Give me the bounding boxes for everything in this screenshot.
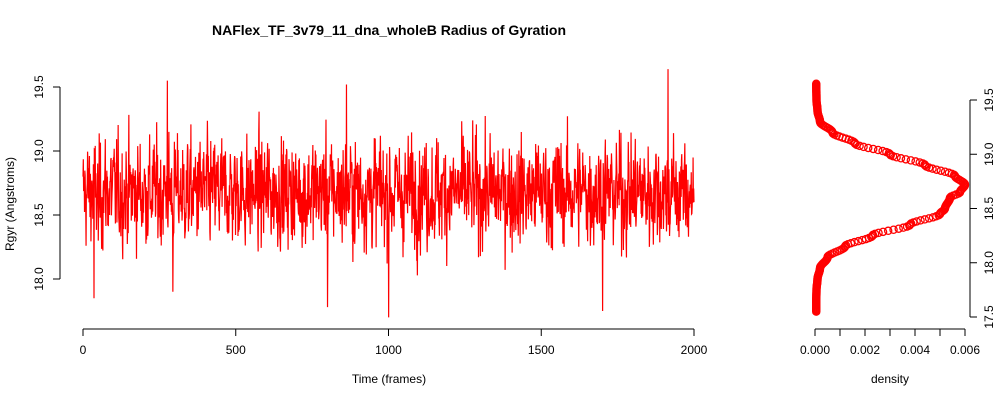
density-point: [906, 156, 916, 165]
density-point: [916, 216, 925, 225]
density-point: [936, 166, 946, 175]
density-y-tick-label: 18.0: [982, 251, 996, 275]
density-x-tick-label: 0.006: [950, 343, 980, 357]
density-y-tick-label: 17.5: [982, 305, 996, 329]
y-tick-label: 19.0: [32, 139, 46, 163]
x-tick-label: 1000: [375, 343, 402, 357]
density-point: [932, 165, 941, 174]
density-y-tick-label: 18.5: [982, 196, 996, 220]
density-point: [878, 227, 888, 237]
density-y-tick-label: 19.5: [982, 88, 996, 112]
x-tick-label: 0: [80, 343, 87, 357]
density-point: [863, 143, 873, 153]
density-point: [901, 155, 911, 164]
chart-title: NAFlex_TF_3v79_11_dna_wholeB Radius of G…: [212, 22, 566, 38]
density-point: [850, 237, 859, 247]
y-tick-label: 19.5: [32, 75, 46, 99]
density-point: [854, 236, 863, 246]
density-x-axis-label: density: [871, 372, 909, 386]
density-x-axis-ticks: 0.000 0.002 0.004 0.006: [800, 329, 980, 357]
density-point: [870, 229, 880, 239]
density-point: [912, 217, 921, 226]
y-axis-label: Rgyr (Angstroms): [3, 157, 17, 251]
density-point: [846, 238, 856, 248]
density-x-tick-label: 0.002: [850, 343, 880, 357]
density-y-tick-label: 19.0: [982, 142, 996, 166]
rgyr-time-plot: 18.0 18.5 19.0 19.5 0 500 1000 1500 2000 Time (…: [3, 69, 708, 386]
density-point: [920, 215, 930, 224]
density-point: [812, 79, 821, 88]
density-point: [944, 168, 954, 178]
density-curve: [812, 79, 970, 316]
x-axis-label: Time (frames): [352, 372, 426, 386]
density-point: [883, 226, 893, 236]
density-point: [896, 154, 906, 163]
x-axis-ticks: 0 500 1000 1500 2000: [80, 329, 708, 357]
density-point: [882, 147, 891, 157]
y-tick-label: 18.0: [32, 267, 46, 291]
rgyr-series-line: [82, 69, 695, 318]
x-tick-label: 2000: [681, 343, 708, 357]
y-axis-ticks: 18.0 18.5 19.0 19.5: [32, 75, 60, 291]
density-point: [874, 228, 883, 238]
y-tick-label: 18.5: [32, 203, 46, 227]
density-point: [873, 145, 883, 155]
density-point: [892, 153, 901, 162]
density-y-axis-ticks: 17.5 18.0 18.5 19.0 19.5: [970, 88, 996, 329]
density-x-tick-label: 0.004: [900, 343, 930, 357]
density-point: [868, 144, 878, 154]
density-point: [878, 146, 887, 156]
density-point: [911, 157, 920, 166]
density-point: [915, 158, 924, 167]
x-tick-label: 1500: [528, 343, 555, 357]
rgyr-density-plot: 0.000 0.002 0.004 0.006 17.5 18.0 18.5 19.0 19.…: [800, 79, 996, 386]
density-x-tick-label: 0.000: [800, 343, 830, 357]
density-point: [889, 225, 898, 235]
density-point: [940, 167, 950, 177]
density-point: [894, 224, 903, 233]
x-tick-label: 500: [226, 343, 246, 357]
